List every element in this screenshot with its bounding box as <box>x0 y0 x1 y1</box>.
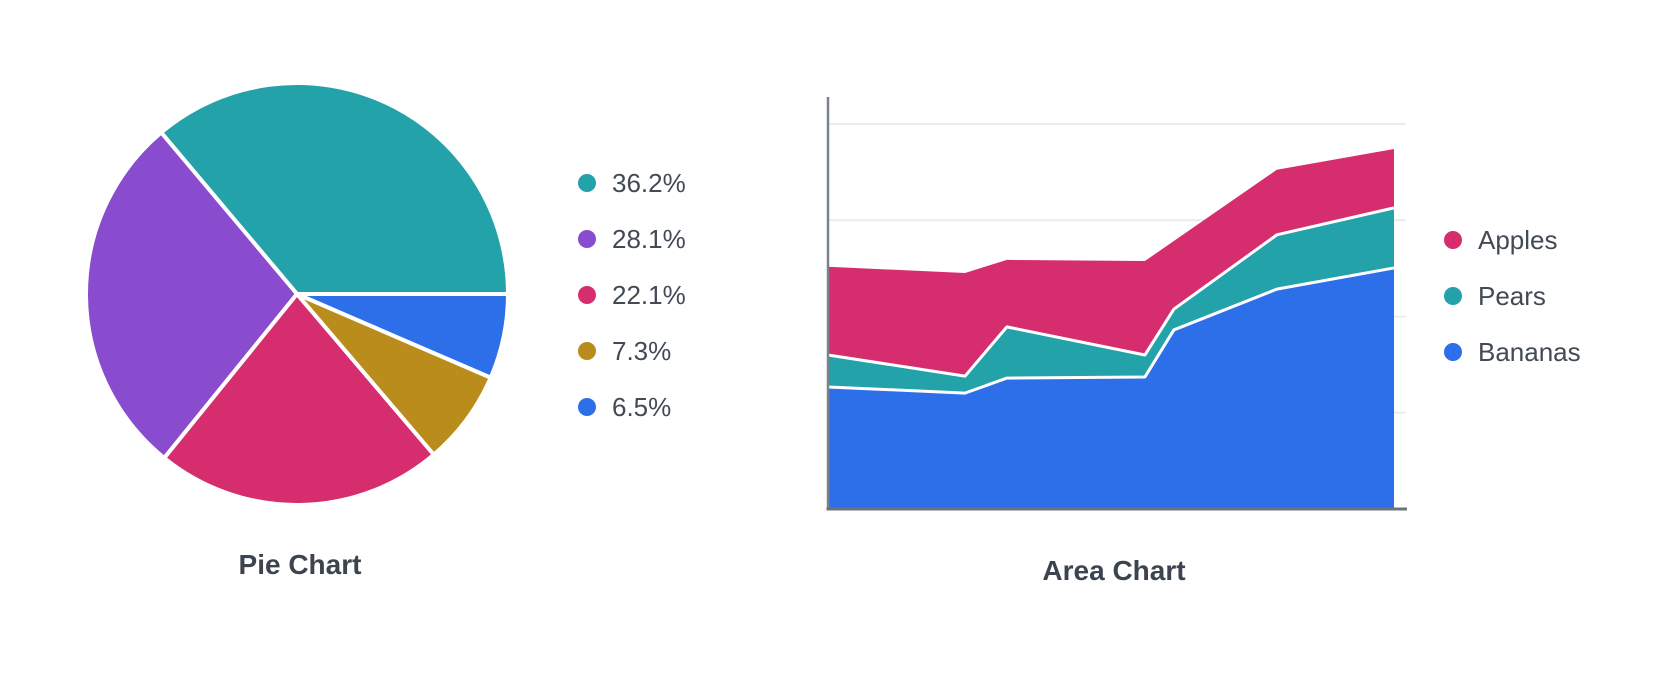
area-chart[interactable] <box>810 88 1422 522</box>
pie-slice-1[interactable] <box>84 130 299 461</box>
legend-label: Bananas <box>1478 337 1581 367</box>
pie-slice-0[interactable] <box>159 81 510 296</box>
legend-label: 28.1% <box>612 224 686 254</box>
pie-slice-2[interactable] <box>162 292 436 507</box>
area-legend-item[interactable]: Pears <box>1444 281 1581 311</box>
series-separator-line <box>827 206 1395 378</box>
pie-legend-item[interactable]: 36.2% <box>578 168 686 198</box>
area-legend: Apples Pears Bananas <box>1444 225 1581 367</box>
legend-label: 7.3% <box>612 336 672 366</box>
pie-legend-item[interactable]: 28.1% <box>578 224 686 254</box>
pie-slice-4[interactable] <box>295 292 510 380</box>
area-series-bananas[interactable] <box>828 267 1394 509</box>
legend-swatch-dot <box>1444 231 1462 249</box>
legend-swatch-dot <box>1444 343 1462 361</box>
area-chart-title: Area Chart <box>1042 555 1186 586</box>
pie-chart[interactable] <box>80 77 516 513</box>
legend-swatch-dot <box>578 174 596 192</box>
legend-label: 36.2% <box>612 168 686 198</box>
pie-chart-title: Pie Chart <box>238 549 362 580</box>
pie-legend-item[interactable]: 22.1% <box>578 280 686 310</box>
pie-legend: 36.2% 28.1% 22.1% 7.3% 6.5% <box>578 168 686 422</box>
legend-label: Apples <box>1478 225 1558 255</box>
legend-swatch-dot <box>578 342 596 360</box>
legend-label: 22.1% <box>612 280 686 310</box>
area-legend-item[interactable]: Bananas <box>1444 337 1581 367</box>
legend-swatch-dot <box>578 230 596 248</box>
pie-legend-item[interactable]: 6.5% <box>578 392 686 422</box>
legend-swatch-dot <box>578 286 596 304</box>
legend-swatch-dot <box>1444 287 1462 305</box>
area-legend-item[interactable]: Apples <box>1444 225 1581 255</box>
legend-swatch-dot <box>578 398 596 416</box>
pie-legend-item[interactable]: 7.3% <box>578 336 686 366</box>
legend-label: 6.5% <box>612 392 672 422</box>
legend-label: Pears <box>1478 281 1546 311</box>
series-separator-line <box>827 266 1395 395</box>
